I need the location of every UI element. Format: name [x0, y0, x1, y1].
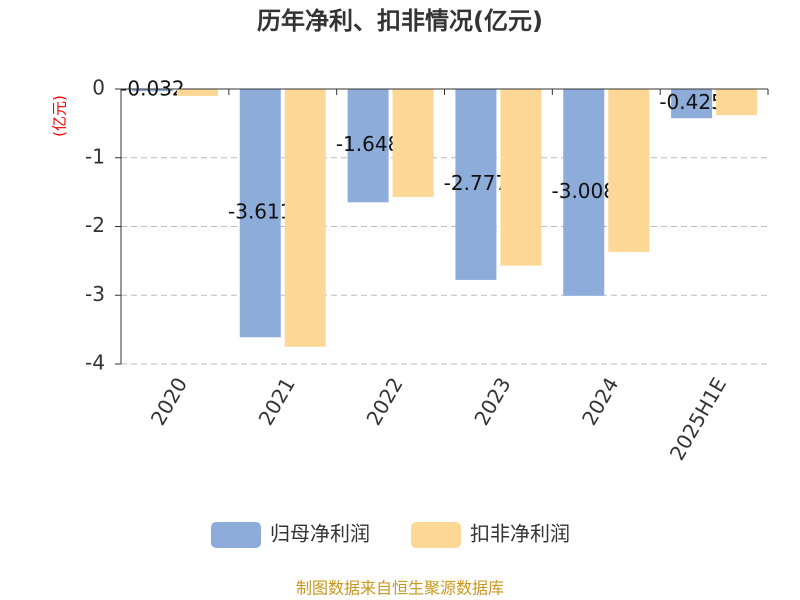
data-label: -0.425 [659, 90, 723, 114]
source-note: 制图数据来自恒生聚源数据库 [296, 579, 504, 598]
y-tick-label: -1 [85, 144, 105, 168]
bar [347, 89, 389, 203]
data-label: -2.777 [444, 171, 508, 195]
data-label: -1.648 [336, 132, 400, 156]
data-label: -3.611 [228, 200, 292, 224]
legend-swatch [411, 522, 461, 548]
bar [608, 89, 650, 252]
x-tick-label: 2022 [361, 373, 407, 429]
chart-title: 历年净利、扣非情况(亿元) [257, 7, 543, 35]
y-tick-label: -2 [85, 213, 105, 237]
y-tick-label: 0 [92, 76, 105, 100]
legend-label: 扣非净利润 [470, 522, 570, 546]
bar [455, 89, 497, 280]
x-tick-label: 2025H1E [665, 373, 731, 464]
y-axis-label: (亿元) [51, 95, 69, 137]
bar [716, 89, 758, 116]
legend-label: 归母净利润 [270, 522, 370, 546]
y-tick-label: -3 [85, 282, 105, 306]
bar [284, 89, 326, 347]
data-label: -3.008 [552, 179, 616, 203]
x-tick-label: 2021 [254, 373, 300, 429]
y-tick-label: -4 [85, 351, 105, 375]
bar [176, 89, 218, 96]
bar [131, 89, 173, 92]
bar [671, 89, 713, 119]
x-tick-label: 2023 [469, 373, 515, 429]
x-tick-label: 2020 [146, 373, 192, 429]
bar [500, 89, 542, 266]
bar [239, 89, 281, 338]
bar [563, 89, 605, 296]
x-tick-label: 2024 [577, 373, 623, 429]
legend-swatch [211, 522, 261, 548]
bar [392, 89, 434, 197]
